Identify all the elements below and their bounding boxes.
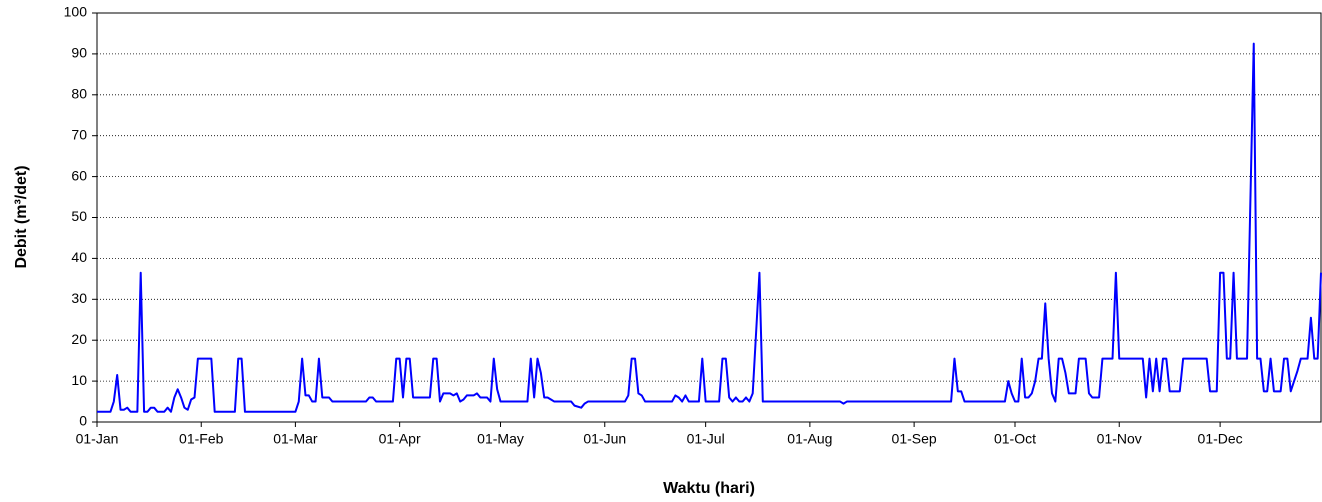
- x-tick-label: 01-Sep: [892, 431, 937, 447]
- x-tick-label: 01-Mar: [273, 431, 318, 447]
- x-tick-label: 01-Aug: [787, 431, 832, 447]
- x-tick-label: 01-Apr: [379, 431, 421, 447]
- y-tick-label: 40: [71, 249, 87, 265]
- y-tick-label: 20: [71, 331, 87, 347]
- x-tick-label: 01-Nov: [1097, 431, 1142, 447]
- x-tick-label: 01-Jul: [687, 431, 725, 447]
- y-tick-label: 30: [71, 290, 87, 306]
- y-tick-label: 50: [71, 208, 87, 224]
- x-axis-title: Waktu (hari): [663, 480, 755, 497]
- y-tick-label: 10: [71, 372, 87, 388]
- y-tick-label: 70: [71, 126, 87, 142]
- y-tick-label: 60: [71, 167, 87, 183]
- x-tick-label: 01-Oct: [994, 431, 1036, 447]
- x-tick-label: 01-May: [477, 431, 524, 447]
- y-tick-label: 90: [71, 45, 87, 61]
- y-tick-label: 80: [71, 86, 87, 102]
- plot-frame: [96, 12, 1322, 423]
- data-line: [97, 42, 1322, 413]
- x-tick-label: 01-Jan: [76, 431, 119, 447]
- x-tick-label: 01-Dec: [1198, 431, 1243, 447]
- y-tick-label: 100: [64, 4, 88, 20]
- y-tick-label: 0: [79, 413, 87, 429]
- x-tick-label: 01-Jun: [583, 431, 626, 447]
- y-axis-title: Debit (m³/det): [13, 165, 30, 268]
- x-tick-label: 01-Feb: [179, 431, 224, 447]
